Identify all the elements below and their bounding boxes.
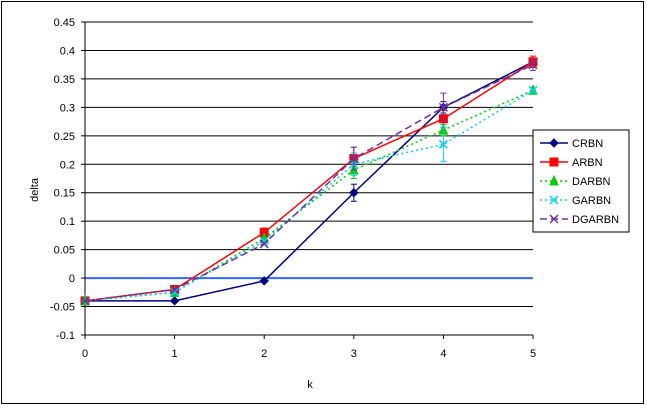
y-tick-label: 0.15 <box>54 188 75 200</box>
data-point <box>80 296 90 306</box>
marker-stroke <box>259 239 269 249</box>
legend-item-crbn: CRBN <box>540 138 603 150</box>
data-point <box>170 287 180 297</box>
marker-stroke <box>80 296 90 306</box>
legend-item-dgarbn: DGARBN <box>540 214 619 226</box>
data-point <box>169 296 180 306</box>
legend-label: ARBN <box>572 157 603 169</box>
y-tick-label: 0.35 <box>54 74 75 86</box>
legend-box <box>532 129 630 233</box>
legend-item-garbn: GARBN <box>540 195 611 207</box>
legend-marker <box>549 138 559 148</box>
legend-marker <box>549 195 559 205</box>
series-line <box>84 61 534 302</box>
data-point <box>438 102 448 112</box>
y-tick-label: 0 <box>69 273 75 285</box>
marker-stroke <box>528 60 538 70</box>
x-tick-label: 5 <box>530 348 536 360</box>
y-tick-label: 0.3 <box>60 102 75 114</box>
y-tick-label: 0.4 <box>60 45 75 57</box>
series-arbn <box>80 55 538 306</box>
y-tick-label: -0.1 <box>56 330 75 342</box>
legend-item-arbn: ARBN <box>540 157 603 169</box>
marker-stroke <box>438 139 448 149</box>
marker-stroke <box>528 85 538 95</box>
gridlines <box>85 21 533 336</box>
data-point <box>259 236 269 246</box>
x-tick-label: 0 <box>82 348 88 360</box>
data-point <box>438 139 448 149</box>
data-point <box>259 276 269 286</box>
x-tick-label: 4 <box>440 348 446 360</box>
y-tick-label: 0.05 <box>54 245 75 257</box>
data-point <box>528 60 538 70</box>
data-point <box>170 284 180 295</box>
legend: CRBN ARBN DARBN GARBN DGARBN <box>532 129 630 233</box>
data-point <box>259 239 269 249</box>
legend-marker <box>549 157 559 167</box>
series-line <box>84 64 534 302</box>
legend-label: DGARBN <box>572 214 619 226</box>
series-dgarbn <box>80 58 538 306</box>
series-layer <box>80 55 538 306</box>
y-tick-label: 0.25 <box>54 131 75 143</box>
x-tick-label: 3 <box>351 348 357 360</box>
x-axis-title: k <box>307 379 313 391</box>
y-tick-label: -0.05 <box>50 302 75 314</box>
legend-item-darbn: DARBN <box>540 174 611 188</box>
series-line <box>84 89 534 302</box>
legend-label: GARBN <box>572 195 611 207</box>
x-tick-label: 1 <box>172 348 178 360</box>
marker-stroke <box>170 287 180 297</box>
legend-label: CRBN <box>572 138 603 150</box>
marker-stroke <box>349 154 359 164</box>
tick-labels: -0.1 -0.05 0 0.05 0.1 0.15 0.2 0.25 0.3 0.35 0.4 0.… <box>50 17 536 360</box>
marker-stroke <box>259 236 269 246</box>
legend-label: DARBN <box>572 176 611 188</box>
data-point <box>349 154 359 164</box>
y-tick-label: 0.45 <box>54 17 75 29</box>
legend-marker <box>549 174 559 186</box>
data-point <box>528 85 538 95</box>
data-point <box>349 188 359 198</box>
legend-marker <box>549 214 559 224</box>
marker-stroke <box>549 195 559 205</box>
series-line <box>85 61 534 302</box>
marker-stroke <box>170 284 180 295</box>
x-tick-label: 2 <box>261 348 267 360</box>
y-tick-label: 0.1 <box>60 216 75 228</box>
axes <box>81 21 534 339</box>
marker-stroke <box>438 102 448 112</box>
y-axis-title: delta <box>29 177 41 202</box>
y-tick-label: 0.2 <box>60 159 75 171</box>
marker-stroke <box>549 214 559 224</box>
